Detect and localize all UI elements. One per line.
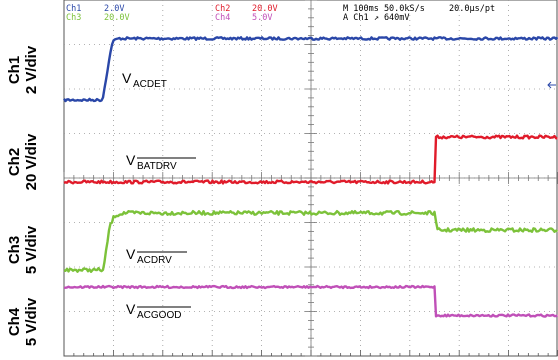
header-ch2-scale: 20.0V [252,4,278,14]
header-ch4-scale: 5.0V [252,13,272,23]
header-resolution: 20.0μs/pt [449,4,495,14]
axis-label-ch4: Ch4 5 V/div [6,297,40,346]
signal-label-acdrv: V ACDRV [126,246,187,266]
signal-label-acdet: V ACDET [122,70,167,90]
trigger-level-arrow-icon [547,81,556,89]
signal-label-acgood-sub: ACGOOD [137,310,181,321]
signal-label-batdrv-sub: BATDRV [137,161,177,172]
signal-label-acdrv-sub: ACDRV [137,255,172,266]
trace-ch2 [63,134,558,185]
signal-label-batdrv-main: V [126,152,136,168]
axis-label-ch1-scale: 2 V/div [23,45,40,94]
axis-label-ch3-name: Ch3 [6,236,23,264]
axis-label-ch4-scale: 5 V/div [23,297,40,346]
signal-label-acdet-sub: ACDET [133,79,167,90]
axis-label-ch2-name: Ch2 [6,148,23,176]
header-timebase: M 100ms 50.0kS/s [343,4,425,14]
header-ch1-label: Ch1 [66,4,81,14]
axis-label-ch2: Ch2 20 V/div [6,133,40,190]
header-ch3-scale: 20.0V [104,13,130,23]
axis-label-ch2-scale: 20 V/div [23,133,40,190]
axis-label-ch1-name: Ch1 [6,56,23,84]
signal-label-acdrv-main: V [126,246,136,262]
scope-header: Ch1 2.0V Ch3 20.0V Ch2 20.0V Ch4 5.0V M … [66,4,495,23]
graticule [63,0,558,357]
trace-layer [63,36,558,318]
axis-label-ch3: Ch3 5 V/div [6,225,40,274]
header-ch1-scale: 2.0V [104,4,124,14]
signal-label-acgood-main: V [126,301,136,317]
header-trigger: A Ch1 ↗ 640mV [343,13,410,23]
axis-label-ch1: Ch1 2 V/div [6,45,40,94]
header-ch2-label: Ch2 [215,4,230,14]
header-ch4-label: Ch4 [215,13,230,23]
signal-label-acdet-main: V [122,70,132,86]
header-ch3-label: Ch3 [66,13,81,23]
signal-label-batdrv: V BATDRV [126,152,196,172]
signal-label-acgood: V ACGOOD [126,301,191,321]
axis-label-ch3-scale: 5 V/div [23,225,40,274]
trace-ch3 [63,210,558,273]
trace-ch1 [63,36,558,103]
axis-label-ch4-name: Ch4 [6,307,23,336]
trace-ch4 [63,284,558,318]
